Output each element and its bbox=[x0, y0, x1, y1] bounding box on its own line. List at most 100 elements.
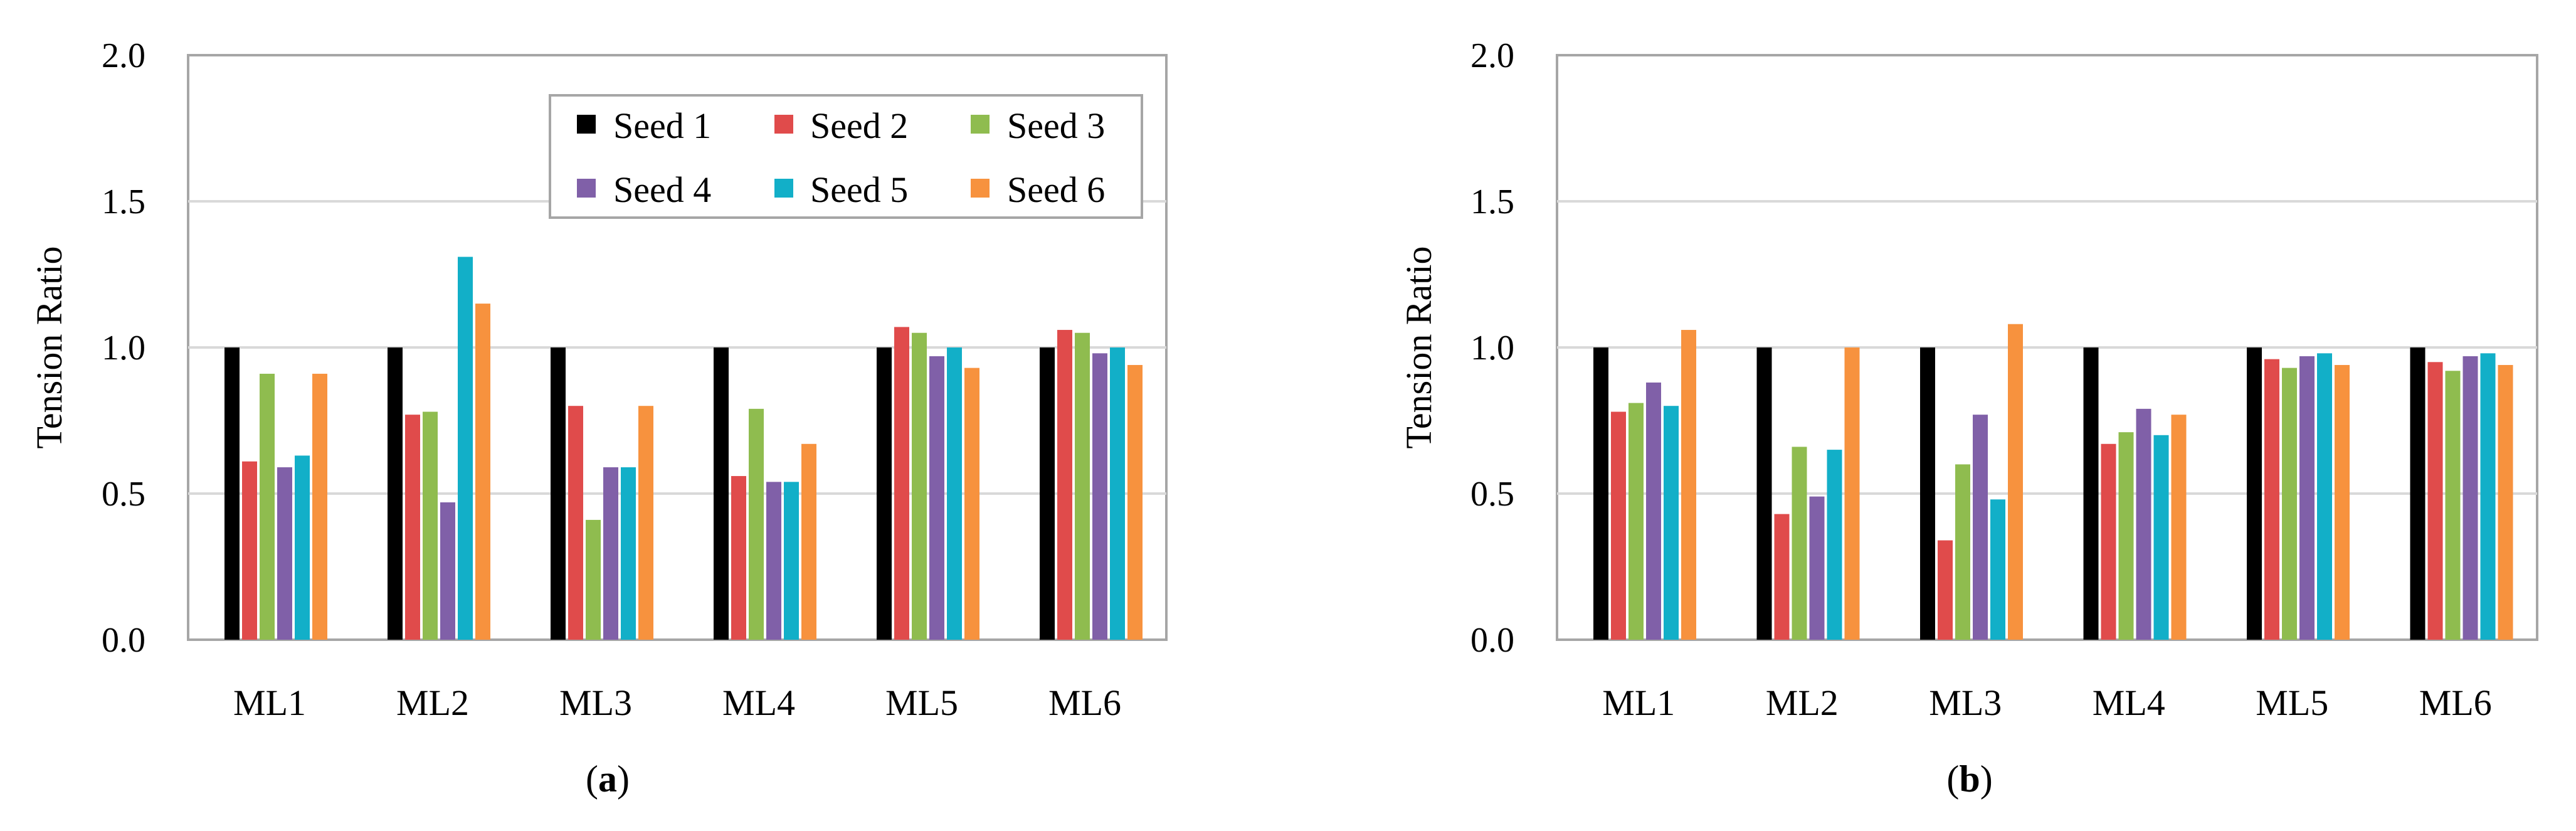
bar-ml2-seed-1 bbox=[388, 347, 403, 640]
bar-ml1-seed-4 bbox=[1646, 382, 1661, 640]
bar-ml1-seed-5 bbox=[1664, 406, 1679, 640]
bar-ml3-seed-5 bbox=[621, 467, 636, 640]
bar-ml1-seed-2 bbox=[242, 461, 257, 640]
bar-ml1-seed-6 bbox=[312, 373, 327, 640]
y-tick-label-a: 2.0 bbox=[102, 36, 145, 75]
x-category-label-ml3: ML3 bbox=[1929, 682, 2002, 723]
bar-ml2-seed-4 bbox=[1809, 496, 1825, 640]
bar-ml5-seed-4 bbox=[929, 356, 944, 640]
bar-ml4-seed-6 bbox=[2171, 415, 2187, 640]
bar-ml1-seed-1 bbox=[224, 347, 240, 640]
bar-ml6-seed-1 bbox=[1040, 347, 1055, 640]
bar-ml2-seed-1 bbox=[1756, 347, 1772, 640]
x-category-label-ml1: ML1 bbox=[233, 682, 306, 723]
bar-ml5-seed-3 bbox=[912, 332, 927, 640]
bar-ml3-seed-1 bbox=[551, 347, 566, 640]
x-category-label-ml4: ML4 bbox=[722, 682, 795, 723]
x-categories-b: ML1 ML2 ML3 ML4 ML5 ML6 bbox=[1602, 682, 2492, 723]
bar-ml4-seed-5 bbox=[2153, 435, 2169, 640]
bar-ml6-seed-2 bbox=[2427, 362, 2443, 640]
y-axis-label-a: Tension Ratio bbox=[29, 246, 70, 449]
bar-ml5-seed-2 bbox=[2264, 359, 2279, 640]
legend-item-seed-4: Seed 4 bbox=[577, 169, 711, 210]
bar-ml5-seed-6 bbox=[2335, 364, 2350, 640]
bar-ml2-seed-6 bbox=[1844, 347, 1860, 640]
panel-letter-b: b bbox=[1959, 758, 1980, 800]
x-category-label-ml6: ML6 bbox=[2419, 682, 2492, 723]
bar-ml1-seed-1 bbox=[1593, 347, 1608, 640]
legend-item-seed-6: Seed 6 bbox=[971, 169, 1105, 210]
y-tick-label-b: 2.0 bbox=[1470, 36, 1514, 75]
y-tick-label-a: 1.0 bbox=[102, 329, 145, 368]
bar-ml2-seed-2 bbox=[1774, 514, 1790, 640]
legend-label-seed-5: Seed 5 bbox=[810, 169, 908, 210]
bar-ml4-seed-3 bbox=[2118, 432, 2134, 640]
bars-b bbox=[1593, 324, 2513, 640]
bar-ml3-seed-6 bbox=[2008, 324, 2023, 640]
bar-ml3-seed-5 bbox=[1990, 499, 2005, 640]
bar-ml4-seed-4 bbox=[766, 482, 781, 640]
bar-ml3-seed-4 bbox=[1973, 415, 1988, 640]
legend-label-seed-2: Seed 2 bbox=[810, 105, 908, 146]
bar-ml4-seed-6 bbox=[801, 443, 816, 640]
bar-ml6-seed-2 bbox=[1057, 330, 1072, 640]
bar-ml1-seed-3 bbox=[1628, 403, 1644, 640]
y-tick-label-a: 0.5 bbox=[102, 475, 145, 514]
bar-ml3-seed-6 bbox=[638, 406, 653, 640]
bar-ml4-seed-2 bbox=[2101, 443, 2116, 640]
legend-label-seed-4: Seed 4 bbox=[613, 169, 711, 210]
bar-ml3-seed-2 bbox=[568, 406, 583, 640]
panel-letter-a: a bbox=[598, 758, 617, 800]
y-tick-label-a: 0.0 bbox=[102, 621, 145, 660]
legend-label-seed-6: Seed 6 bbox=[1007, 169, 1105, 210]
legend-swatch-seed-1 bbox=[577, 115, 596, 134]
legend: Seed 1 Seed 2 Seed 3 Seed 4 Seed 5 Seed … bbox=[549, 94, 1143, 219]
bar-ml2-seed-5 bbox=[1827, 450, 1842, 640]
bar-ml1-seed-6 bbox=[1681, 330, 1696, 640]
y-axis-label-b: Tension Ratio bbox=[1398, 246, 1439, 449]
bar-ml4-seed-2 bbox=[731, 476, 746, 640]
legend-label-seed-1: Seed 1 bbox=[613, 105, 711, 146]
bar-ml6-seed-4 bbox=[2463, 356, 2478, 640]
legend-item-seed-3: Seed 3 bbox=[971, 105, 1105, 146]
x-category-label-ml2: ML2 bbox=[1766, 682, 1839, 723]
bar-ml4-seed-1 bbox=[2083, 347, 2099, 640]
legend-swatch-seed-4 bbox=[577, 179, 596, 198]
y-tick-label-b: 0.5 bbox=[1470, 475, 1514, 514]
x-category-label-ml1: ML1 bbox=[1602, 682, 1675, 723]
bar-ml5-seed-6 bbox=[964, 368, 979, 640]
legend-swatch-seed-6 bbox=[971, 179, 990, 198]
bar-ml1-seed-5 bbox=[295, 455, 310, 640]
x-categories-a: ML1 ML2 ML3 ML4 ML5 ML6 bbox=[233, 682, 1121, 723]
bar-ml6-seed-5 bbox=[1110, 347, 1125, 640]
bar-ml5-seed-1 bbox=[877, 347, 892, 640]
gridlines-b bbox=[1557, 200, 2537, 495]
bar-ml4-seed-3 bbox=[749, 408, 764, 640]
x-category-label-ml4: ML4 bbox=[2093, 682, 2165, 723]
bar-ml3-seed-4 bbox=[603, 467, 618, 640]
bar-ml2-seed-3 bbox=[1792, 447, 1807, 640]
y-tick-label-b: 0.0 bbox=[1470, 621, 1514, 660]
bar-ml1-seed-3 bbox=[260, 373, 275, 640]
bar-ml3-seed-3 bbox=[1955, 464, 1970, 640]
bar-ml3-seed-2 bbox=[1938, 540, 1953, 640]
bar-ml6-seed-6 bbox=[2498, 364, 2513, 640]
y-tick-label-b: 1.0 bbox=[1470, 329, 1514, 368]
bar-ml5-seed-5 bbox=[2317, 353, 2332, 640]
bars-a bbox=[224, 257, 1143, 640]
x-category-label-ml3: ML3 bbox=[559, 682, 632, 723]
chart-panel-b: 0.0 0.5 1.0 1.5 2.0 ML1 ML2 ML3 ML4 ML5 ML6 Tensi… bbox=[1398, 36, 2538, 800]
legend-item-seed-1: Seed 1 bbox=[577, 105, 711, 146]
gridlines-a bbox=[188, 200, 1166, 495]
bar-ml6-seed-1 bbox=[2410, 347, 2426, 640]
bar-ml6-seed-4 bbox=[1092, 353, 1107, 640]
bar-ml5-seed-1 bbox=[2247, 347, 2262, 640]
bar-ml4-seed-1 bbox=[714, 347, 729, 640]
bar-ml3-seed-3 bbox=[586, 519, 601, 640]
legend-swatch-seed-3 bbox=[971, 115, 990, 134]
panel-label-b: (b) bbox=[1946, 758, 1992, 800]
bar-ml2-seed-2 bbox=[405, 415, 420, 640]
legend-swatch-seed-5 bbox=[774, 179, 793, 198]
panel-label-a: (a) bbox=[586, 758, 630, 800]
